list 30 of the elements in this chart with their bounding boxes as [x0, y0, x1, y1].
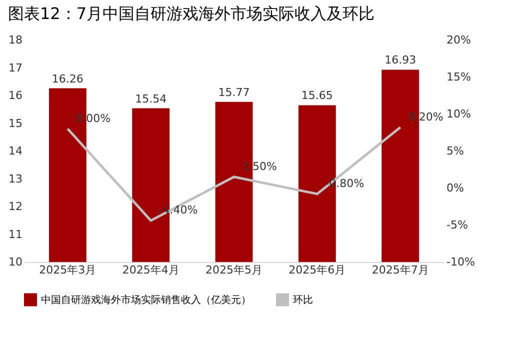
y2-tick-label: 10% [446, 108, 471, 120]
y2-tick-label: -5% [446, 218, 468, 232]
y-tick-label: 10 [8, 256, 22, 268]
y2-tick-label: 0% [446, 182, 464, 194]
y-tick-label: 18 [8, 34, 22, 46]
y-tick-label: 14 [8, 144, 22, 158]
data-label: 15.54 [135, 92, 167, 106]
legend-label: 环比 [293, 294, 313, 306]
x-tick-label: 2025年7月 [372, 264, 429, 276]
x-tick-label: 2025年4月 [122, 264, 180, 276]
y-tick-label: 17 [8, 61, 22, 74]
data-label: 15.77 [218, 86, 250, 99]
x-tick-label: 2025年5月 [206, 264, 262, 276]
line-series [66, 126, 402, 222]
y2-tick-label: 20% [446, 34, 471, 46]
data-label: 15.65 [301, 89, 333, 102]
y-tick-label: 15 [8, 116, 22, 130]
y2-tick-label: 5% [446, 144, 464, 158]
data-label: 16.26 [52, 72, 84, 86]
data-label: 16.93 [384, 54, 416, 67]
y-tick-label: 12 [8, 200, 22, 213]
y-tick-label: 11 [8, 228, 22, 241]
chart-title: 图表12：7月中国自研游戏海外市场实际收入及环比 [8, 4, 375, 23]
x-tick-label: 2025年6月 [288, 264, 346, 276]
y2-tick-label: -10% [446, 256, 475, 268]
x-tick-label: 2025年3月 [39, 264, 96, 276]
y-tick-label: 16 [8, 89, 22, 102]
legend-label: 中国自研游戏海外市场实际销售收入（亿美元） [41, 294, 251, 306]
y-tick-label: 13 [8, 172, 22, 186]
y2-tick-label: 15% [446, 70, 471, 84]
